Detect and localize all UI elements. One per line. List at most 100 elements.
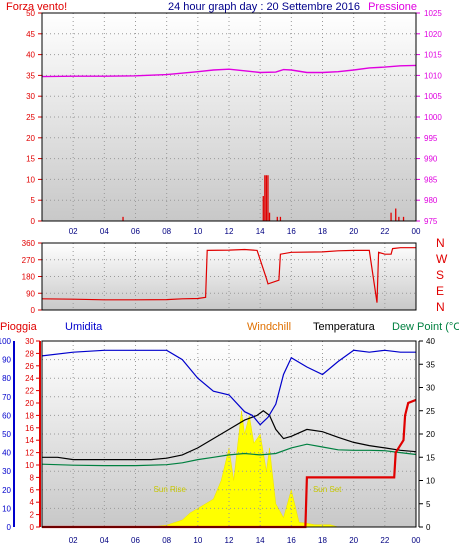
y-tick-label-wind-speed: 15 [26, 155, 35, 164]
y-tick-label-direction: 360 [22, 239, 36, 248]
y-tick-label-wind-speed: 0 [31, 217, 36, 226]
y-tick-label-humidity: 100 [0, 337, 12, 346]
dewpoint-line [41, 443, 417, 467]
humidity-line [41, 349, 416, 426]
y-tick-label-wind-speed: 40 [26, 51, 35, 60]
wind-direction-line [41, 247, 416, 303]
pressure-label: Pressione [368, 1, 417, 13]
y-tick-label-rain: 28 [25, 349, 34, 358]
y-tick-label-rain: 10 [25, 461, 34, 470]
temperature-line [42, 410, 417, 461]
x-tick-label: 02 [69, 227, 78, 236]
y-tick-label-wind-speed: 20 [26, 134, 35, 143]
panel-wind-direction [42, 243, 416, 310]
y-tick-label-wind-speed: 35 [26, 71, 35, 80]
x-tick-label: 14 [256, 227, 265, 236]
x-tick-label: 06 [131, 227, 140, 236]
windchill-legend: Windchill [247, 321, 291, 333]
panel-frame [41, 242, 417, 311]
panel-frame [41, 340, 417, 528]
x-tick-label: 10 [193, 227, 202, 236]
y-tick-label-wind-speed: 50 [26, 9, 35, 18]
x-tick-label: 16 [287, 536, 296, 545]
y-tick-label-rain: 6 [30, 486, 35, 495]
compass-label: N [436, 300, 445, 314]
y-tick-label-temperature: 15 [426, 453, 435, 462]
y-tick-label-humidity: 30 [2, 467, 11, 476]
y-tick-label-wind-speed: 5 [31, 196, 36, 205]
x-tick-label: 04 [100, 536, 109, 545]
y-tick-label-humidity: 0 [7, 523, 12, 532]
sunset-label: Sun Set [313, 485, 342, 494]
y-tick-label-pressure: 1020 [424, 30, 442, 39]
x-tick-label: 00 [412, 536, 421, 545]
x-tick-label: 22 [380, 227, 389, 236]
y-tick-label-pressure: 1005 [424, 92, 442, 101]
compass-label: N [436, 236, 445, 250]
y-tick-label-temperature: 30 [426, 384, 435, 393]
y-tick-label-humidity: 90 [2, 356, 11, 365]
x-tick-label: 12 [225, 227, 234, 236]
y-tick-label-wind-speed: 30 [26, 92, 35, 101]
x-tick-label: 12 [225, 536, 234, 545]
y-tick-label-pressure: 975 [424, 217, 438, 226]
y-tick-label-direction: 270 [22, 256, 36, 265]
y-tick-label-rain: 16 [25, 424, 34, 433]
x-tick-label: 00 [412, 227, 421, 236]
pressure-line [41, 64, 417, 78]
y-tick-label-pressure: 1025 [424, 9, 442, 18]
panel-frame [41, 12, 417, 222]
y-tick-label-temperature: 40 [426, 337, 435, 346]
sunrise-label: Sun Rise [154, 485, 187, 494]
y-tick-label-rain: 18 [25, 411, 34, 420]
y-tick-label-direction: 180 [22, 273, 36, 282]
y-tick-label-humidity: 50 [2, 430, 11, 439]
y-tick-label-rain: 2 [30, 511, 35, 520]
y-tick-label-temperature: 10 [426, 477, 435, 486]
y-tick-label-rain: 8 [30, 473, 35, 482]
y-tick-label-rain: 26 [25, 362, 34, 371]
y-tick-label-pressure: 985 [424, 175, 438, 184]
y-tick-label-pressure: 1015 [424, 51, 442, 60]
y-tick-label-temperature: 5 [426, 500, 431, 509]
y-tick-label-rain: 24 [25, 374, 34, 383]
y-tick-label-humidity: 20 [2, 486, 11, 495]
x-tick-label: 08 [162, 536, 171, 545]
y-tick-label-humidity: 10 [2, 504, 11, 513]
x-tick-label: 18 [318, 536, 327, 545]
dewpoint-legend: Dew Point (°C [392, 321, 459, 333]
y-tick-label-temperature: 0 [426, 523, 431, 532]
compass-label: W [436, 252, 448, 266]
rain-legend: Pioggia [0, 321, 38, 333]
y-tick-label-temperature: 20 [426, 430, 435, 439]
y-tick-label-rain: 12 [25, 449, 34, 458]
y-tick-label-rain: 30 [25, 337, 34, 346]
y-tick-label-rain: 22 [25, 387, 34, 396]
x-tick-label: 08 [162, 227, 171, 236]
x-tick-label: 22 [380, 536, 389, 545]
y-tick-label-wind-speed: 10 [26, 175, 35, 184]
x-tick-label: 10 [193, 536, 202, 545]
compass-label: E [436, 284, 444, 298]
chart-title: 24 hour graph day : 20 Settembre 2016 [168, 1, 360, 13]
y-tick-label-direction: 90 [26, 289, 35, 298]
y-tick-label-direction: 0 [31, 306, 36, 315]
wind-speed-label: Forza vento! [6, 1, 67, 13]
temperature-legend: Temperatura [313, 321, 376, 333]
y-tick-label-humidity: 70 [2, 393, 11, 402]
compass-label: S [436, 268, 444, 282]
x-tick-label: 20 [349, 536, 358, 545]
y-tick-label-humidity: 60 [2, 411, 11, 420]
humidity-legend: Umidita [65, 321, 103, 333]
y-tick-label-rain: 20 [25, 399, 34, 408]
x-tick-label: 06 [131, 536, 140, 545]
y-tick-label-wind-speed: 45 [26, 30, 35, 39]
y-tick-label-wind-speed: 25 [26, 113, 35, 122]
x-tick-label: 18 [318, 227, 327, 236]
y-tick-label-rain: 14 [25, 436, 34, 445]
x-tick-label: 14 [256, 536, 265, 545]
y-tick-label-temperature: 25 [426, 407, 435, 416]
y-tick-label-pressure: 990 [424, 155, 438, 164]
x-tick-label: 16 [287, 227, 296, 236]
y-tick-label-pressure: 1010 [424, 71, 442, 80]
